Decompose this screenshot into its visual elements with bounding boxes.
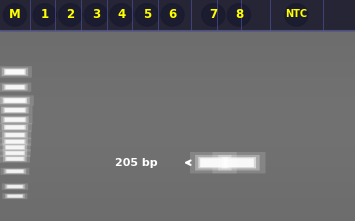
FancyBboxPatch shape [200,158,226,167]
Ellipse shape [4,4,26,26]
FancyBboxPatch shape [4,125,26,130]
FancyBboxPatch shape [0,131,31,139]
FancyBboxPatch shape [4,108,26,113]
FancyBboxPatch shape [4,98,26,103]
FancyBboxPatch shape [4,117,26,122]
FancyBboxPatch shape [3,98,27,103]
FancyBboxPatch shape [6,169,24,173]
FancyBboxPatch shape [0,115,33,124]
FancyBboxPatch shape [4,69,26,75]
FancyBboxPatch shape [8,195,22,198]
FancyBboxPatch shape [6,85,24,89]
FancyBboxPatch shape [5,118,25,122]
Ellipse shape [33,4,56,26]
Ellipse shape [161,4,184,26]
FancyBboxPatch shape [1,107,29,114]
FancyBboxPatch shape [7,170,23,173]
Text: 8: 8 [235,8,243,21]
FancyBboxPatch shape [7,185,22,188]
Text: 3: 3 [92,8,100,21]
FancyBboxPatch shape [2,132,28,138]
FancyBboxPatch shape [2,193,27,199]
FancyBboxPatch shape [224,158,254,167]
FancyBboxPatch shape [198,157,228,168]
FancyBboxPatch shape [5,157,24,161]
FancyBboxPatch shape [5,194,25,198]
FancyBboxPatch shape [5,69,24,74]
FancyBboxPatch shape [0,123,32,132]
FancyBboxPatch shape [5,108,25,112]
FancyBboxPatch shape [6,151,24,155]
Ellipse shape [59,4,82,26]
FancyBboxPatch shape [4,139,26,144]
FancyBboxPatch shape [2,139,28,145]
FancyBboxPatch shape [0,143,31,151]
FancyBboxPatch shape [0,105,33,115]
FancyBboxPatch shape [0,138,31,146]
Ellipse shape [202,4,225,26]
FancyBboxPatch shape [6,185,23,188]
Bar [0,0,355,30]
FancyBboxPatch shape [2,84,28,91]
FancyBboxPatch shape [2,150,27,156]
FancyBboxPatch shape [0,97,30,104]
FancyBboxPatch shape [0,149,31,157]
FancyBboxPatch shape [0,95,34,106]
Text: 6: 6 [168,8,177,21]
FancyBboxPatch shape [0,155,30,163]
FancyBboxPatch shape [218,155,260,170]
FancyBboxPatch shape [6,140,24,143]
FancyBboxPatch shape [4,85,26,90]
FancyBboxPatch shape [6,146,24,149]
FancyBboxPatch shape [3,156,27,162]
FancyBboxPatch shape [2,68,28,76]
FancyBboxPatch shape [2,124,28,131]
FancyBboxPatch shape [5,151,25,155]
FancyBboxPatch shape [5,145,25,150]
Ellipse shape [84,4,108,26]
FancyBboxPatch shape [212,152,266,173]
Text: 5: 5 [143,8,151,21]
FancyBboxPatch shape [195,155,231,170]
Text: M: M [9,8,21,21]
Text: 205 bp: 205 bp [115,158,158,168]
Ellipse shape [136,4,158,26]
Text: 4: 4 [117,8,126,21]
Ellipse shape [285,4,308,26]
Ellipse shape [110,4,133,26]
FancyBboxPatch shape [0,168,29,175]
FancyBboxPatch shape [190,152,237,173]
Text: 2: 2 [66,8,74,21]
FancyBboxPatch shape [4,169,26,174]
FancyBboxPatch shape [0,66,32,78]
FancyBboxPatch shape [2,183,28,190]
FancyBboxPatch shape [4,133,26,137]
FancyBboxPatch shape [5,184,25,189]
FancyBboxPatch shape [222,157,256,168]
Text: 1: 1 [41,8,49,21]
FancyBboxPatch shape [0,83,31,92]
FancyBboxPatch shape [5,126,24,129]
FancyBboxPatch shape [7,194,23,198]
Ellipse shape [228,4,251,26]
FancyBboxPatch shape [2,144,27,151]
FancyBboxPatch shape [1,116,29,123]
FancyBboxPatch shape [6,133,24,137]
Text: 7: 7 [209,8,217,21]
Text: NTC: NTC [285,9,307,19]
FancyBboxPatch shape [6,157,23,160]
